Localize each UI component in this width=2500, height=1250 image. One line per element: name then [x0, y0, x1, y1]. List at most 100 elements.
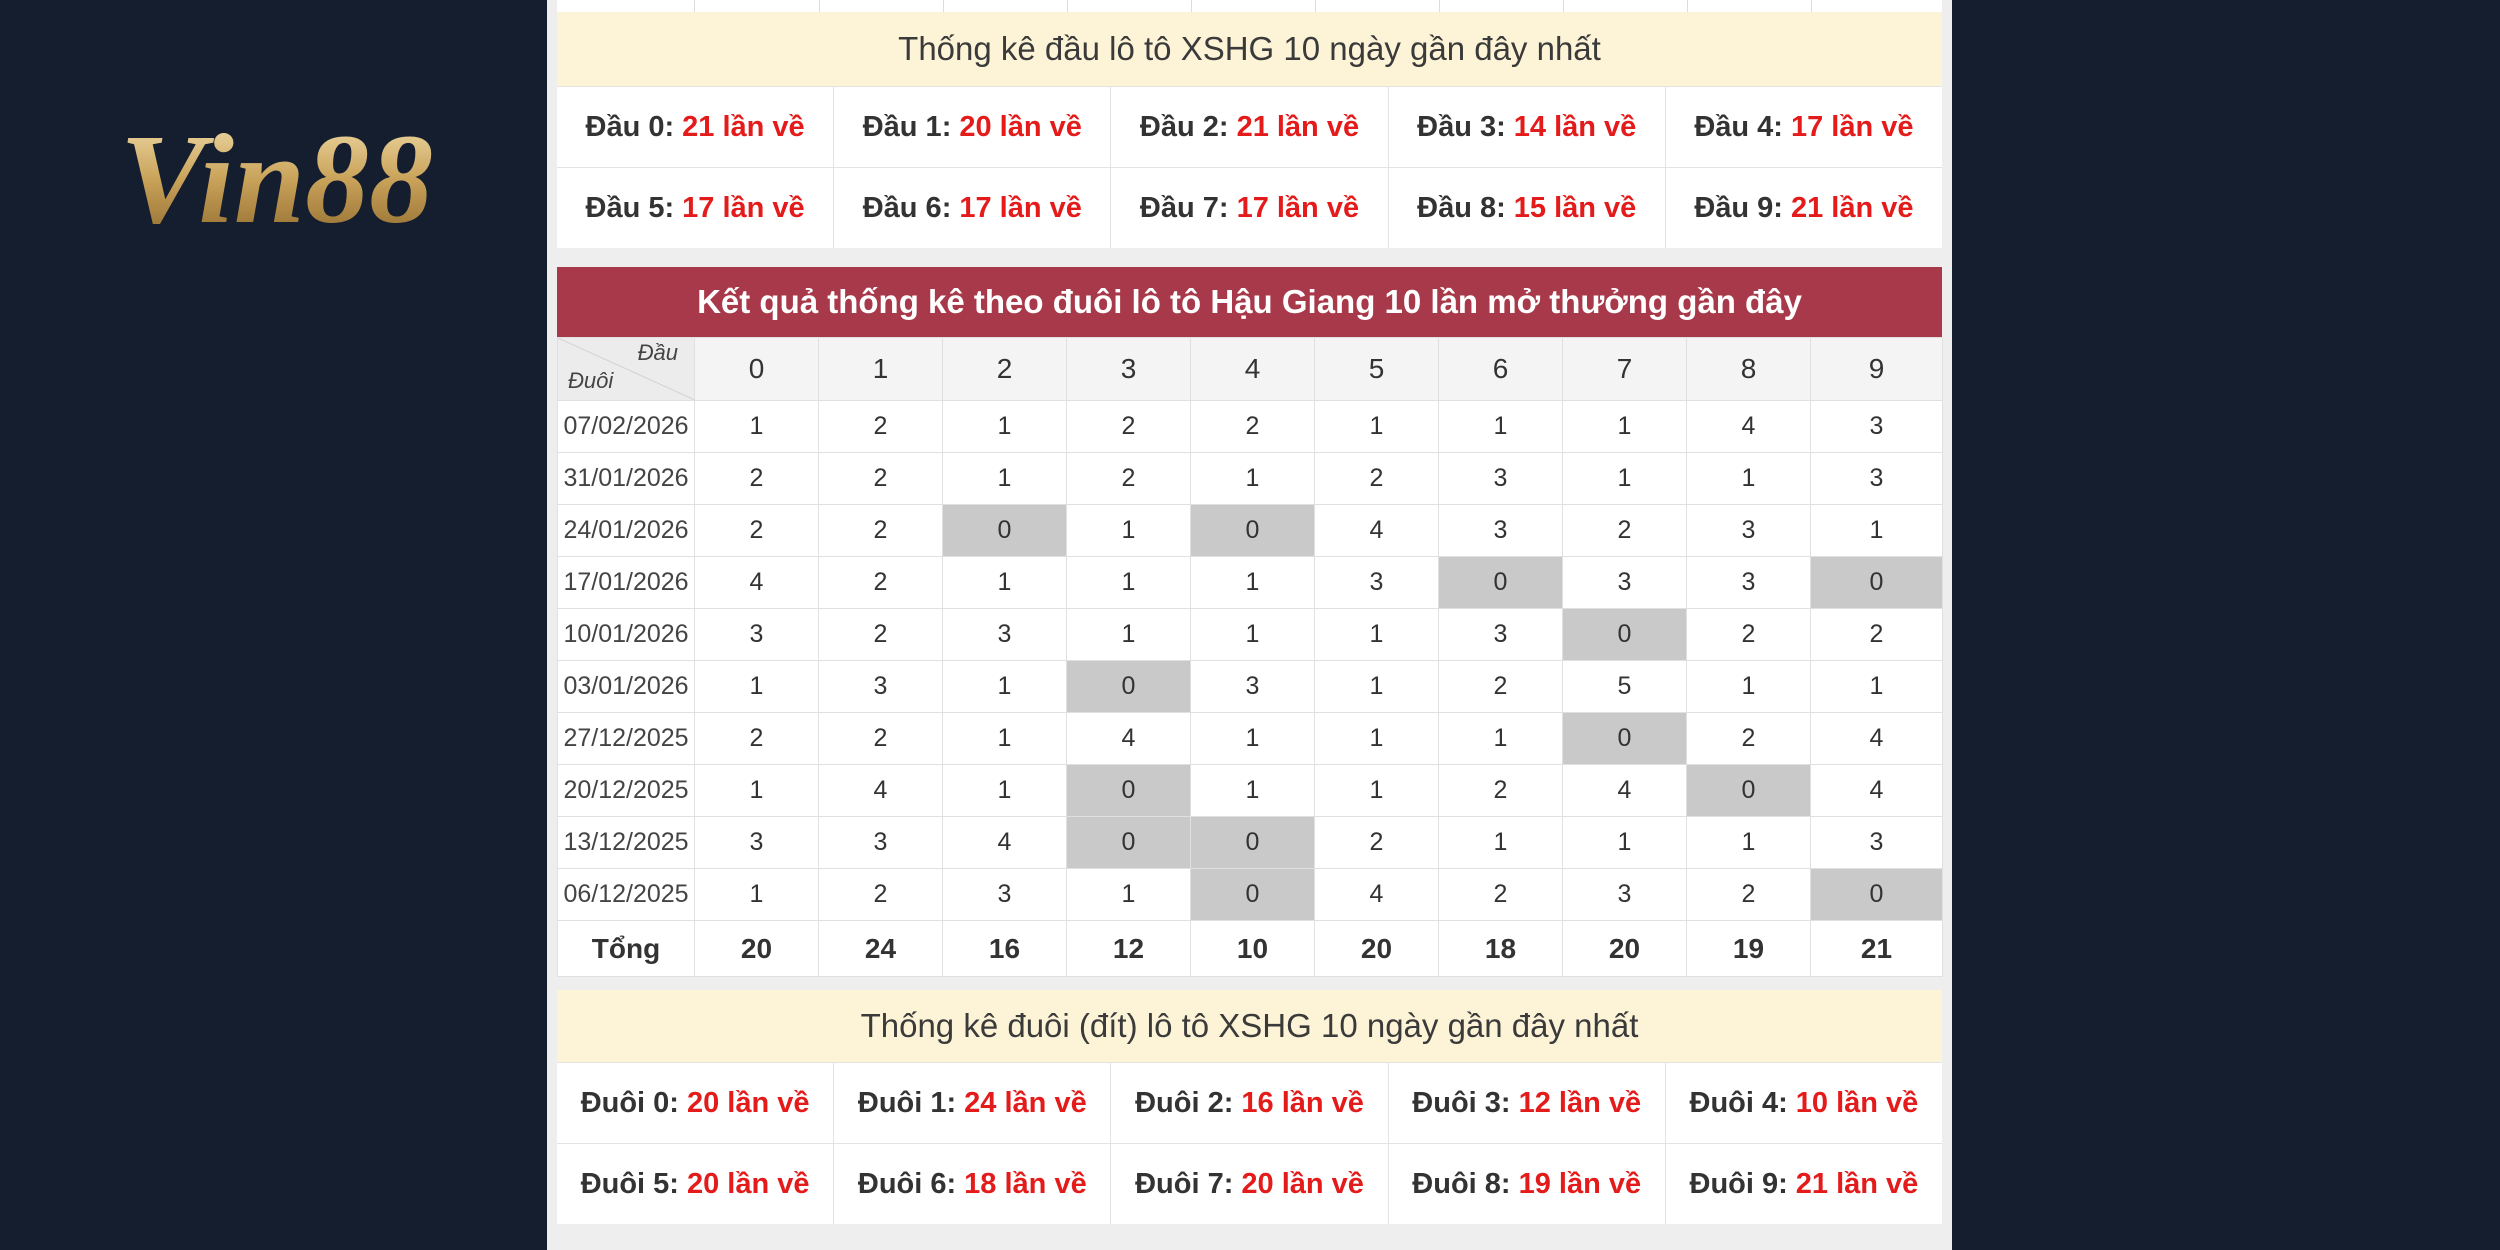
stat-count: 17 lần về — [1790, 110, 1914, 143]
count-cell: 3 — [818, 660, 943, 713]
count-cell: 0 — [1190, 868, 1315, 921]
stat-count: 21 lần về — [682, 110, 805, 143]
stat-count: 21 lần về — [1795, 1167, 1919, 1200]
count-cell: 2 — [1438, 764, 1563, 817]
count-cell: 0 — [1562, 608, 1687, 661]
count-cell: 3 — [1810, 816, 1943, 869]
corner-label-duoi: Đuôi — [568, 368, 614, 393]
stat-label: Đuôi 1: — [857, 1086, 957, 1119]
column-header-dau: 0 — [694, 337, 819, 401]
stat-cell: Đầu 1: 20 lần về — [834, 87, 1112, 167]
count-cell: 3 — [1562, 868, 1687, 921]
count-cell: 1 — [1438, 400, 1563, 453]
stat-cell: Đầu 0: 21 lần về — [557, 87, 835, 167]
stat-cell: Đầu 4: 17 lần về — [1666, 87, 1942, 167]
count-cell: 2 — [818, 712, 943, 765]
stat-label: Đuôi 2: — [1135, 1086, 1234, 1119]
count-cell: 1 — [942, 764, 1067, 817]
stat-count: 14 lần về — [1513, 110, 1637, 143]
stat-label: Đầu 4: — [1694, 110, 1783, 143]
total-cell: 20 — [1314, 920, 1439, 977]
total-cell: 10 — [1190, 920, 1315, 977]
table-row: 06/12/2025 1 2 3 1 0 4 2 3 2 0 — [557, 868, 1943, 921]
count-cell: 1 — [694, 660, 819, 713]
count-cell: 3 — [1190, 660, 1315, 713]
stat-cell: Đuôi 8: 19 lần về — [1389, 1144, 1666, 1224]
count-cell: 0 — [1190, 816, 1315, 869]
count-cell: 2 — [1562, 504, 1687, 557]
count-cell: 1 — [694, 764, 819, 817]
tail-stats-grid: Đuôi 0: 20 lần về Đuôi 1: 24 lần về Đuôi 2: 1… — [557, 1062, 1942, 1224]
count-cell: 1 — [1686, 816, 1811, 869]
count-cell: 3 — [1438, 452, 1563, 505]
stat-cell: Đầu 6: 17 lần về — [834, 168, 1112, 248]
column-header-dau: 8 — [1686, 337, 1811, 401]
column-header-dau: 7 — [1562, 337, 1687, 401]
stat-row: Đuôi 0: 20 lần về Đuôi 1: 24 lần về Đuôi 2: 1… — [557, 1062, 1942, 1143]
head-stats-section: Thống kê đầu lô tô XSHG 10 ngày gần đây … — [557, 12, 1942, 248]
stat-count: 20 lần về — [959, 110, 1082, 143]
stat-cell: Đầu 2: 21 lần về — [1111, 87, 1389, 167]
count-cell: 4 — [1066, 712, 1191, 765]
stat-cell: Đuôi 6: 18 lần về — [834, 1144, 1112, 1224]
count-cell: 4 — [1810, 764, 1943, 817]
count-cell: 4 — [942, 816, 1067, 869]
content-panel: Thống kê đầu lô tô XSHG 10 ngày gần đây … — [547, 0, 1952, 1250]
corner-label-dau: Đầu — [637, 340, 678, 365]
count-cell: 1 — [1438, 712, 1563, 765]
stat-label: Đầu 3: — [1417, 110, 1506, 143]
count-cell: 2 — [1686, 608, 1811, 661]
stat-row: Đầu 0: 21 lần về Đầu 1: 20 lần về Đầu 2: 21 l… — [557, 86, 1942, 167]
count-cell: 0 — [1810, 556, 1943, 609]
count-cell: 1 — [1314, 764, 1439, 817]
row-date: 24/01/2026 — [557, 504, 695, 557]
count-cell: 3 — [1686, 556, 1811, 609]
count-cell: 0 — [1438, 556, 1563, 609]
stat-count: 21 lần về — [1236, 110, 1360, 143]
count-cell: 3 — [942, 868, 1067, 921]
table-row: 10/01/2026 3 2 3 1 1 1 3 0 2 2 — [557, 608, 1943, 661]
count-cell: 2 — [818, 504, 943, 557]
total-label: Tổng — [557, 920, 695, 977]
count-cell: 1 — [1438, 816, 1563, 869]
count-cell: 1 — [1562, 400, 1687, 453]
count-cell: 4 — [694, 556, 819, 609]
count-cell: 4 — [818, 764, 943, 817]
stat-count: 19 lần về — [1518, 1167, 1642, 1200]
count-cell: 0 — [1066, 764, 1191, 817]
tail-table-section: Kết quả thống kê theo đuôi lô tô Hậu Gia… — [557, 267, 1943, 977]
stat-label: Đầu 2: — [1139, 110, 1229, 143]
total-cell: 24 — [818, 920, 943, 977]
count-cell: 3 — [818, 816, 943, 869]
stat-cell: Đuôi 3: 12 lần về — [1389, 1063, 1666, 1143]
stat-cell: Đầu 8: 15 lần về — [1389, 168, 1666, 248]
stat-cell: Đuôi 4: 10 lần về — [1666, 1063, 1942, 1143]
column-header-dau: 3 — [1066, 337, 1191, 401]
count-cell: 3 — [694, 608, 819, 661]
count-cell: 1 — [1810, 660, 1943, 713]
stat-label: Đuôi 8: — [1412, 1167, 1511, 1200]
total-cell: 16 — [942, 920, 1067, 977]
count-cell: 2 — [694, 504, 819, 557]
count-cell: 4 — [1314, 504, 1439, 557]
table-row: 13/12/2025 3 3 4 0 0 2 1 1 1 3 — [557, 816, 1943, 869]
stat-label: Đuôi 6: — [857, 1167, 957, 1200]
logo-graphic: Vin88 — [120, 108, 433, 250]
count-cell: 3 — [1686, 504, 1811, 557]
count-cell: 2 — [818, 452, 943, 505]
count-cell: 1 — [942, 400, 1067, 453]
count-cell: 2 — [1438, 660, 1563, 713]
head-stats-grid: Đầu 0: 21 lần về Đầu 1: 20 lần về Đầu 2: 21 l… — [557, 86, 1942, 248]
count-cell: 1 — [942, 712, 1067, 765]
count-cell: 0 — [1810, 868, 1943, 921]
column-header-dau: 2 — [942, 337, 1067, 401]
table-row: 03/01/2026 1 3 1 0 3 1 2 5 1 1 — [557, 660, 1943, 713]
count-cell: 4 — [1314, 868, 1439, 921]
row-date: 10/01/2026 — [557, 608, 695, 661]
count-cell: 1 — [694, 400, 819, 453]
row-date: 13/12/2025 — [557, 816, 695, 869]
stat-count: 17 lần về — [1236, 191, 1360, 224]
column-header-dau: 4 — [1190, 337, 1315, 401]
count-cell: 2 — [1066, 452, 1191, 505]
count-cell: 0 — [1190, 504, 1315, 557]
